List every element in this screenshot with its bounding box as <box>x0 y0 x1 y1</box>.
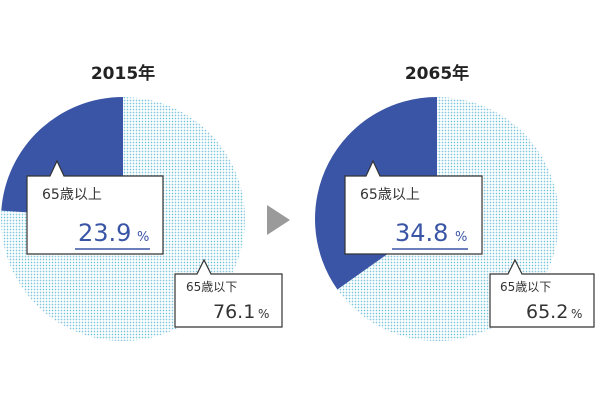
callout-box-65-over-2015 <box>26 159 164 255</box>
unit-65-over-2065: % <box>455 230 467 245</box>
unit-65-over-2015: % <box>137 230 149 245</box>
chart-2065: 2065年 65歳以上 34.8 % 65歳以下 65.2 % <box>315 63 595 341</box>
chart-title-2015: 2015年 <box>91 63 155 84</box>
callout-box-under-65-2065 <box>489 258 595 328</box>
value-65-over-2065: 34.8 <box>395 219 448 247</box>
label-under-65-2065: 65歳以下 <box>500 280 551 294</box>
right-triangle-icon <box>267 205 290 235</box>
value-under-65-2065: 65.2 <box>526 301 568 323</box>
value-under-65-2015: 76.1 <box>213 301 255 323</box>
label-65-over-2015: 65歳以上 <box>42 187 102 203</box>
value-65-over-2015: 23.9 <box>78 219 131 247</box>
label-65-over-2065: 65歳以上 <box>360 187 420 203</box>
unit-under-65-2015: % <box>258 307 269 321</box>
callout-box-65-over-2065 <box>344 159 483 255</box>
label-under-65-2015: 65歳以下 <box>186 280 237 294</box>
unit-under-65-2065: % <box>571 307 582 321</box>
chart-title-2065: 2065年 <box>405 63 469 84</box>
callout-box-under-65-2015 <box>174 258 283 328</box>
chart-2015: 2015年 65歳以上 23.9 % 65歳以下 76.1 % <box>0 63 283 341</box>
